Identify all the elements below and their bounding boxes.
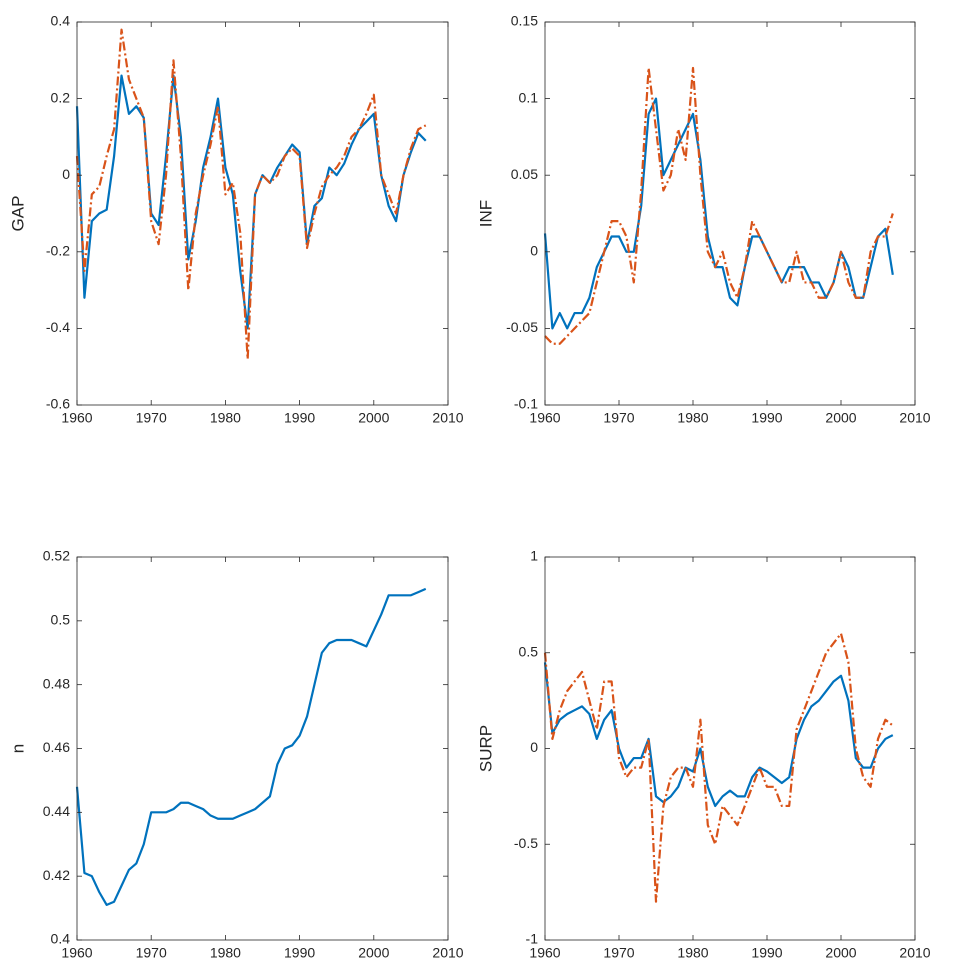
- y-tick-label: 0.42: [43, 867, 70, 883]
- x-tick-label: 2000: [358, 945, 389, 961]
- x-tick-label: 1990: [751, 410, 782, 426]
- y-tick-label: 0.52: [43, 548, 70, 564]
- x-tick-label: 1960: [61, 410, 92, 426]
- x-tick-label: 2000: [825, 410, 856, 426]
- y-tick-label: 0.4: [51, 931, 71, 947]
- y-tick-label: 0: [530, 739, 538, 755]
- y-tick-label: 0.2: [51, 89, 71, 105]
- x-tick-label: 1960: [529, 410, 560, 426]
- y-tick-label: -1: [526, 931, 539, 947]
- y-tick-label: 0.5: [519, 643, 539, 659]
- plot-area: [77, 557, 448, 940]
- x-tick-label: 1980: [210, 945, 241, 961]
- x-tick-label: 1960: [529, 945, 560, 961]
- x-tick-label: 2010: [432, 410, 463, 426]
- x-tick-label: 1960: [61, 945, 92, 961]
- x-tick-label: 1970: [603, 945, 634, 961]
- plot-area: [77, 22, 448, 405]
- axes-box: [76, 21, 449, 406]
- x-tick-label: 1970: [603, 410, 634, 426]
- panel: 0.4 0.42 0.44 0.46 0.48 0.5 0.52 1960 1970 1980 19…: [8, 548, 463, 961]
- y-tick-label: 1: [530, 548, 538, 564]
- x-tick-label: 2010: [899, 945, 930, 961]
- data-line: [543, 662, 894, 808]
- y-tick-label: -0.4: [46, 319, 70, 335]
- y-axis-label: INF: [476, 200, 495, 227]
- x-tick-label: 1990: [284, 410, 315, 426]
- data-line: [543, 632, 894, 903]
- x-tick-label: 1980: [210, 410, 241, 426]
- y-tick-label: -0.6: [46, 396, 70, 412]
- axes-box: [544, 21, 916, 406]
- y-tick-label: 0.48: [43, 675, 70, 691]
- x-tick-label: 2000: [825, 945, 856, 961]
- plot-area: [545, 22, 915, 405]
- x-tick-label: 1990: [751, 945, 782, 961]
- y-tick-label: 0.15: [511, 13, 538, 29]
- y-tick-label: -0.05: [506, 319, 538, 335]
- y-tick-label: -0.1: [514, 396, 538, 412]
- panel: -0.6 -0.4 -0.2 0 0.2 0.4 1960 1970 1980 1990 2000 2…: [8, 13, 463, 426]
- y-tick-label: 0: [530, 243, 538, 259]
- y-tick-label: 0.46: [43, 739, 70, 755]
- x-tick-label: 1970: [136, 945, 167, 961]
- y-tick-label: 0.4: [51, 13, 71, 29]
- y-tick-label: 0: [62, 166, 70, 182]
- y-tick-label: -0.2: [46, 243, 70, 259]
- x-tick-label: 2010: [899, 410, 930, 426]
- x-tick-label: 2010: [432, 945, 463, 961]
- x-tick-label: 1980: [677, 410, 708, 426]
- y-axis-label: GAP: [8, 196, 27, 232]
- panel: -0.1 -0.05 0 0.05 0.1 0.15 1960 1970 1980 1990 200…: [476, 13, 930, 426]
- x-tick-label: 1970: [136, 410, 167, 426]
- y-tick-label: -0.5: [514, 835, 538, 851]
- y-tick-label: 0.5: [51, 612, 71, 628]
- y-tick-label: 0.44: [43, 803, 70, 819]
- x-tick-label: 2000: [358, 410, 389, 426]
- y-axis-label: SURP: [476, 725, 495, 772]
- panel: -1 -0.5 0 0.5 1 1960 1970 1980 1990 2000 2010 SURP: [476, 548, 930, 961]
- y-tick-label: 0.05: [511, 166, 538, 182]
- y-axis-label: n: [8, 744, 27, 753]
- plot-area: [545, 557, 915, 940]
- data-line: [75, 28, 427, 361]
- x-tick-label: 1990: [284, 945, 315, 961]
- y-tick-label: 0.1: [519, 89, 539, 105]
- data-line: [75, 587, 427, 906]
- x-tick-label: 1980: [677, 945, 708, 961]
